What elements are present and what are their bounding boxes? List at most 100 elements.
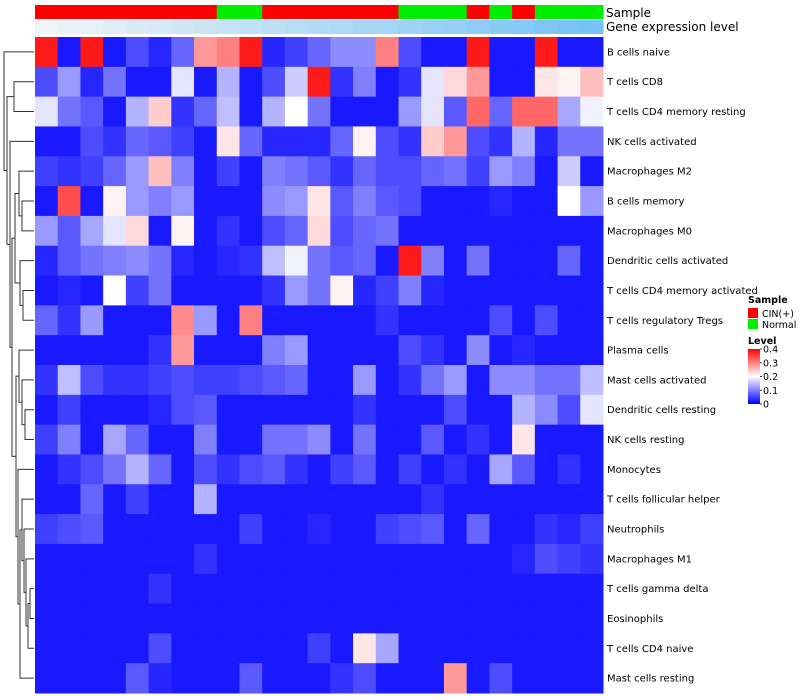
heatmap-cell [330,96,354,127]
heatmap-cell [57,365,81,396]
row-label: Monocytes [607,465,661,476]
heatmap-cell [307,126,331,157]
heatmap-cell [125,126,150,157]
heatmap-cell [421,275,445,306]
heatmap-cell [580,484,604,515]
heatmap-cell [80,394,104,426]
heatmap-cell [512,96,536,127]
heatmap-cell [398,663,422,694]
heatmap-cell [35,215,59,247]
heatmap-cell [580,335,604,366]
heatmap-cell [512,335,536,366]
heatmap-cell [239,37,263,68]
heatmap-cell [262,663,286,694]
heatmap-cell [307,543,331,575]
heatmap-cell [534,126,559,157]
heatmap-cell [35,484,59,515]
heatmap-cell [239,484,263,515]
heatmap-cell [171,424,195,455]
heatmap-cell [489,454,513,485]
heatmap-cell [262,96,286,127]
heatmap-cell [489,37,513,68]
heatmap-cell [57,484,81,515]
heatmap-cell [103,96,127,127]
heatmap-cell [353,126,377,157]
heatmap-cell [80,156,104,187]
heatmap-cell [171,126,195,157]
heatmap-cell [57,454,81,485]
heatmap-cell [466,126,490,157]
heatmap-cell [557,633,581,664]
expression-annotation-cell [171,20,195,34]
heatmap-cell [443,514,468,545]
expression-annotation-cell [307,20,331,34]
heatmap-cell [171,335,195,366]
heatmap-cell [557,156,581,187]
heatmap-cell [466,543,490,575]
heatmap-cell [512,394,536,426]
sample-annotation-cell [216,5,240,19]
heatmap-cell [353,603,377,634]
dendrogram-branch [22,289,34,321]
heatmap-cell [216,156,240,187]
heatmap-cell [557,424,581,455]
heatmap-cell [557,126,581,157]
heatmap-cell [330,603,354,634]
heatmap-cell [580,96,604,127]
heatmap-cell [194,66,218,98]
heatmap-cell [353,514,377,545]
heatmap-cell [398,215,422,247]
heatmap-cell [35,573,59,605]
heatmap-cell [534,37,559,68]
expression-annotation-cell [35,20,59,34]
heatmap-cell [307,335,331,366]
row-label: Eosinophils [607,614,663,625]
row-label: NK cells activated [607,137,697,148]
sample-annotation-cell [443,5,468,19]
heatmap-cell [443,543,468,575]
heatmap-cell [557,573,581,605]
heatmap-cell [330,245,354,277]
heatmap-cell [330,305,354,336]
heatmap-cell [171,633,195,664]
heatmap-cell [534,66,559,98]
heatmap-cell [580,394,604,426]
heatmap-cell [557,454,581,485]
heatmap-cell [466,484,490,515]
heatmap-cell [534,156,559,187]
heatmap-cell [353,335,377,366]
heatmap-cell [421,245,445,277]
heatmap-cell [80,305,104,336]
expression-annotation-cell [443,20,468,34]
level-ticks: 0.4 0.3 0.2 0.1 0 [760,345,778,411]
heatmap-cell [284,603,309,634]
heatmap-cell [489,603,513,634]
heatmap-cell [35,96,59,127]
row-label: T cells regulatory Tregs [606,316,723,327]
heatmap-cell [194,394,218,426]
heatmap-cell [443,305,468,336]
heatmap-cell [375,96,400,127]
heatmap-cell [489,484,513,515]
heatmap-cell [57,275,81,306]
heatmap-cell [466,186,490,217]
heatmap-cell [284,215,309,247]
heatmap-cell [35,275,59,306]
expression-annotation-cell [57,20,81,34]
heatmap-cell [307,215,331,247]
heatmap-cell [216,365,240,396]
row-label: NK cells resting [607,435,684,446]
heatmap-cell [421,215,445,247]
heatmap-cell [512,573,536,605]
legend-swatch-cin [748,308,758,318]
heatmap-cell [307,66,331,98]
heatmap-cell [421,37,445,68]
heatmap-cell [443,215,468,247]
row-label: Macrophages M2 [607,167,692,178]
heatmap-cell [489,245,513,277]
expression-annotation-bar [35,20,604,34]
heatmap-cell [353,275,377,306]
heatmap-cell [216,543,240,575]
heatmap-cell [148,275,172,306]
